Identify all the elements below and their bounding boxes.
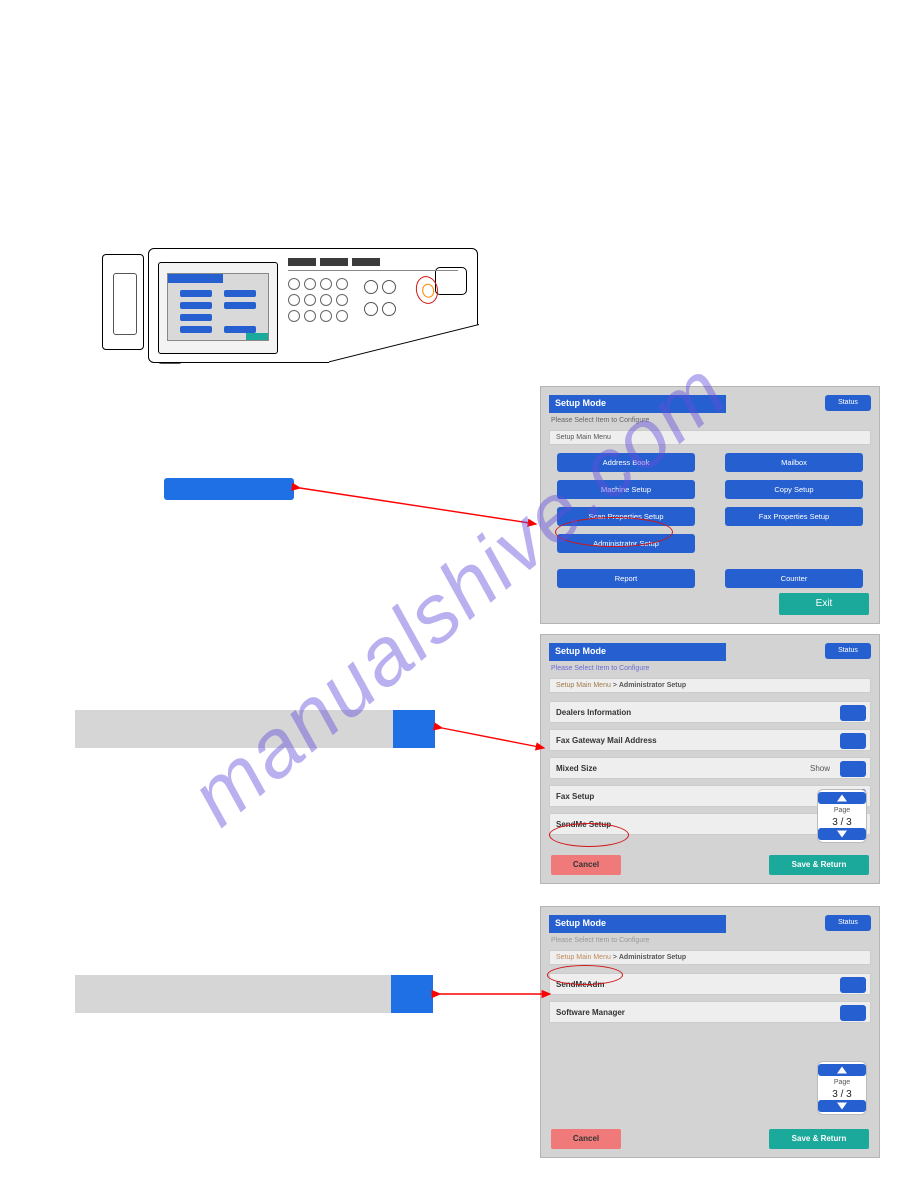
device-highlight-circle xyxy=(413,274,440,306)
panel3-save-return-button[interactable]: Save & Return xyxy=(769,1129,869,1149)
step-bar-2-cap xyxy=(391,975,433,1013)
device-touchscreen xyxy=(158,262,278,354)
panel2-cancel-button[interactable]: Cancel xyxy=(551,855,621,875)
admin-row[interactable]: Fax Gateway Mail Address xyxy=(549,729,871,751)
menu-counter[interactable]: Counter xyxy=(725,569,863,588)
panel3-subtitle: Please Select Item to Configure xyxy=(551,937,871,944)
step-bar-1 xyxy=(75,710,435,748)
panel3-status-button[interactable]: Status xyxy=(825,915,871,931)
pager-value: 3 / 3 xyxy=(818,817,866,828)
admin-row[interactable]: Mixed SizeShow xyxy=(549,757,871,779)
menu-scan-properties[interactable]: Scan Properties Setup xyxy=(557,507,695,526)
panel3-cancel-button[interactable]: Cancel xyxy=(551,1129,621,1149)
menu-empty xyxy=(725,534,863,553)
admin-row[interactable]: SendMeAdm xyxy=(549,973,871,995)
panel1-title: Setup Mode xyxy=(549,395,726,413)
menu-fax-properties[interactable]: Fax Properties Setup xyxy=(725,507,863,526)
row-go-button[interactable] xyxy=(840,761,866,777)
pager-label: Page xyxy=(818,1076,866,1089)
menu-copy-setup[interactable]: Copy Setup xyxy=(725,480,863,499)
panel2-subtitle: Please Select Item to Configure xyxy=(551,665,871,672)
pager-down-icon[interactable] xyxy=(818,828,866,840)
screenshot-admin-setup-list: Setup Mode Status Please Select Item to … xyxy=(540,634,880,884)
device-panel-illustration xyxy=(102,248,482,378)
panel1-breadcrumb: Setup Main Menu xyxy=(549,430,871,445)
menu-machine-setup[interactable]: Machine Setup xyxy=(557,480,695,499)
device-left-module xyxy=(102,254,144,350)
panel3-title: Setup Mode xyxy=(549,915,726,933)
step-bar-1-cap xyxy=(393,710,435,748)
pager-down-icon[interactable] xyxy=(818,1100,866,1112)
pager-up-icon[interactable] xyxy=(818,792,866,804)
screenshot-setup-main-menu: Setup Mode Status Please Select Item to … xyxy=(540,386,880,624)
row-go-button[interactable] xyxy=(840,977,866,993)
panel1-status-button[interactable]: Status xyxy=(825,395,871,411)
admin-row[interactable]: Software Manager xyxy=(549,1001,871,1023)
pager-value: 3 / 3 xyxy=(818,1089,866,1100)
device-keypad-area xyxy=(288,258,468,306)
panel3-breadcrumb: Setup Main Menu > Administrator Setup xyxy=(549,950,871,965)
panel1-subtitle: Please Select Item to Configure xyxy=(551,417,871,424)
menu-administrator-setup[interactable]: Administrator Setup xyxy=(557,534,695,553)
panel2-pager: Page 3 / 3 xyxy=(817,789,867,843)
panel3-pager: Page 3 / 3 xyxy=(817,1061,867,1115)
panel2-title: Setup Mode xyxy=(549,643,726,661)
panel2-status-button[interactable]: Status xyxy=(825,643,871,659)
panel3-rows: SendMeAdm Software Manager xyxy=(549,973,871,1023)
step-bar-2 xyxy=(75,975,433,1013)
admin-row[interactable]: Dealers Information xyxy=(549,701,871,723)
row-go-button[interactable] xyxy=(840,733,866,749)
pager-label: Page xyxy=(818,804,866,817)
menu-report[interactable]: Report xyxy=(557,569,695,588)
row-go-button[interactable] xyxy=(840,1005,866,1021)
step-pill-1 xyxy=(164,478,294,500)
menu-mailbox[interactable]: Mailbox xyxy=(725,453,863,472)
panel2-save-return-button[interactable]: Save & Return xyxy=(769,855,869,875)
menu-address-book[interactable]: Address Book xyxy=(557,453,695,472)
panel1-menu-grid: Address Book Mailbox Machine Setup Copy … xyxy=(549,453,871,553)
screenshot-sendme-setup: Setup Mode Status Please Select Item to … xyxy=(540,906,880,1158)
panel2-breadcrumb: Setup Main Menu > Administrator Setup xyxy=(549,678,871,693)
panel1-exit-button[interactable]: Exit xyxy=(779,593,869,615)
row-go-button[interactable] xyxy=(840,705,866,721)
pager-up-icon[interactable] xyxy=(818,1064,866,1076)
